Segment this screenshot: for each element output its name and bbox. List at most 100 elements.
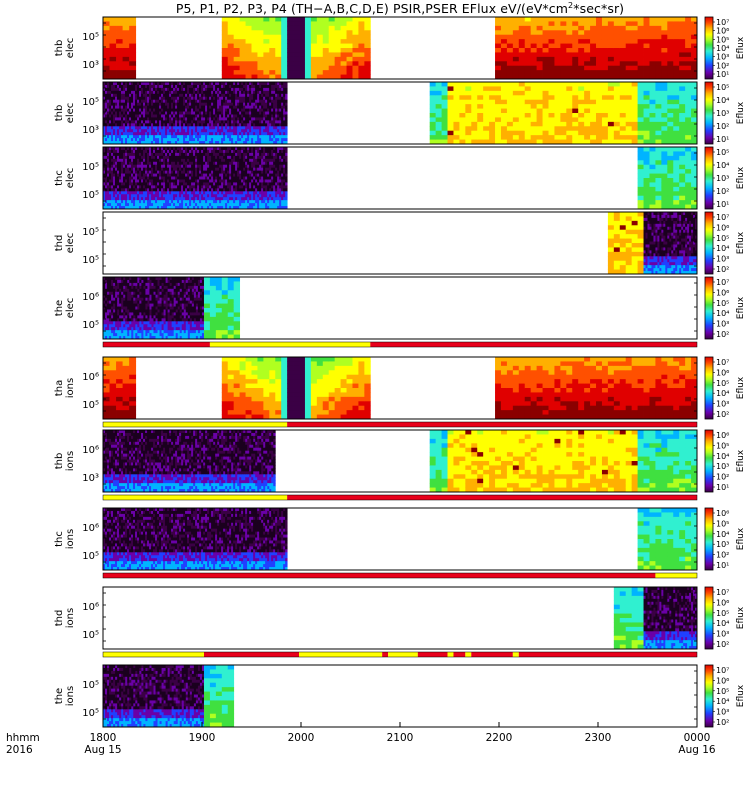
time-format-label: hhmm bbox=[6, 732, 40, 744]
spectrum-block-hot bbox=[495, 357, 698, 420]
colorbar-tick-label: 10⁴ bbox=[716, 619, 729, 628]
y-tick-label: 10⁵ bbox=[82, 630, 99, 641]
state-bar-segment bbox=[471, 652, 513, 657]
spectrum-block-hot bbox=[103, 357, 137, 420]
colorbar-label: Eflux bbox=[736, 449, 746, 472]
state-bar-segment bbox=[388, 652, 418, 657]
spectrum-block-cool bbox=[613, 587, 644, 650]
panel-frame bbox=[102, 507, 698, 571]
state-bar-segment bbox=[203, 652, 300, 657]
colorbar-tick-label: 10⁷ bbox=[716, 278, 729, 287]
colorbar-tick-label: 10⁵ bbox=[716, 519, 729, 528]
state-bar-segment bbox=[512, 652, 519, 657]
spectrum-block-cool bbox=[203, 277, 241, 340]
colorbar-label: Eflux bbox=[736, 36, 746, 59]
spectrum-block-sheet bbox=[221, 357, 371, 420]
colorbar-tick-label: 10⁴ bbox=[716, 244, 729, 253]
colorbar-tick-label: 10⁵ bbox=[716, 299, 729, 308]
panel-species-label: elec bbox=[65, 38, 76, 59]
panel-background bbox=[103, 587, 697, 649]
state-bar-segment bbox=[287, 495, 697, 500]
colorbar-tick-label: 10² bbox=[716, 410, 729, 419]
colorbar-tick-label: 10⁵ bbox=[716, 379, 729, 388]
colorbar-tick-label: 10³ bbox=[716, 320, 729, 329]
state-bar-segment bbox=[382, 652, 389, 657]
y-tick-label: 10⁶ bbox=[82, 292, 99, 303]
panel-frame bbox=[102, 356, 698, 420]
panel-frame bbox=[102, 429, 698, 493]
state-bar-segment bbox=[447, 652, 454, 657]
y-tick-label: 10⁵ bbox=[82, 190, 99, 201]
colorbar-tick-label: 10⁶ bbox=[716, 368, 729, 377]
colorbar-label: Eflux bbox=[736, 527, 746, 550]
spectrum-block-hot bbox=[495, 17, 698, 80]
spectrum-block-warm bbox=[607, 212, 644, 275]
y-tick-label: 10⁵ bbox=[82, 255, 99, 266]
colorbar-tick-label: 10⁵ bbox=[716, 83, 729, 92]
panel-species-label: ions bbox=[65, 378, 76, 398]
colorbar-tick-label: 10³ bbox=[716, 109, 729, 118]
panel-species-label: ions bbox=[65, 529, 76, 549]
spectrum-block-cool bbox=[637, 147, 698, 210]
colorbar-tick-label: 10⁶ bbox=[716, 509, 729, 518]
state-bar-segment bbox=[103, 342, 210, 347]
colorbar-tick-label: 10⁵ bbox=[716, 234, 729, 243]
colorbar-label: Eflux bbox=[736, 166, 746, 189]
panel-frame bbox=[102, 16, 698, 80]
colorbar-tick-label: 10⁴ bbox=[716, 452, 729, 461]
panel-probe-label: thc bbox=[54, 170, 65, 186]
y-tick-label: 10³ bbox=[82, 125, 99, 136]
x-date-label: Aug 15 bbox=[84, 744, 121, 756]
panel-probe-label: the bbox=[54, 688, 65, 704]
spectrum-block-lobe bbox=[103, 430, 276, 493]
state-bar-segment bbox=[465, 652, 472, 657]
state-bar-segment bbox=[209, 342, 371, 347]
x-tick-label: 2100 bbox=[387, 732, 414, 744]
colorbar-tick-label: 10⁵ bbox=[716, 609, 729, 618]
panel-probe-label: thb bbox=[54, 40, 65, 57]
y-tick-label: 10⁵ bbox=[82, 162, 99, 173]
panel-probe-label: thd bbox=[54, 235, 65, 252]
panel-species-label: ions bbox=[65, 451, 76, 471]
colorbar-tick-label: 10² bbox=[716, 718, 729, 727]
spectrum-block-warm bbox=[447, 430, 638, 493]
y-tick-label: 10⁵ bbox=[82, 708, 99, 719]
panel-species-label: ions bbox=[65, 686, 76, 706]
y-tick-label: 10⁶ bbox=[82, 445, 99, 456]
x-tick-label: 2300 bbox=[585, 732, 612, 744]
colorbar-tick-label: 10⁶ bbox=[716, 431, 729, 440]
colorbar-tick-label: 10³ bbox=[716, 708, 729, 717]
colorbar-tick-label: 10³ bbox=[716, 53, 729, 62]
spectrum-block-cool bbox=[203, 665, 235, 728]
state-bar bbox=[102, 494, 698, 501]
state-bar-segment bbox=[103, 495, 288, 500]
x-tick-label: 2200 bbox=[486, 732, 513, 744]
colorbar-tick-label: 10⁵ bbox=[716, 441, 729, 450]
colorbar-tick-label: 10⁵ bbox=[716, 35, 729, 44]
colorbar-tick-label: 10¹ bbox=[716, 483, 729, 492]
y-tick-label: 10³ bbox=[82, 60, 99, 71]
colorbar-tick-label: 10³ bbox=[716, 630, 729, 639]
y-tick-label: 10⁶ bbox=[82, 372, 99, 383]
x-tick-label: 2000 bbox=[288, 732, 315, 744]
spectrum-block-lobe bbox=[643, 212, 698, 275]
colorbar-label: Eflux bbox=[736, 684, 746, 707]
y-tick-label: 10³ bbox=[82, 473, 99, 484]
panel-species-label: elec bbox=[65, 103, 76, 124]
state-bar-segment bbox=[103, 573, 656, 578]
spectrum-block-cool bbox=[637, 508, 698, 571]
colorbar-tick-label: 10¹ bbox=[716, 561, 729, 570]
state-bar-segment bbox=[370, 342, 697, 347]
colorbar-tick-label: 10⁷ bbox=[716, 666, 729, 675]
